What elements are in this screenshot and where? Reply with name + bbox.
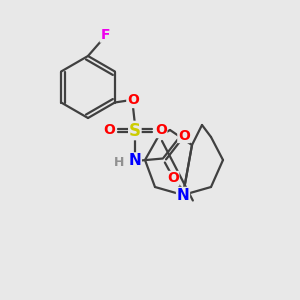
Text: O: O [155,124,167,137]
Text: N: N [128,153,141,168]
Text: S: S [129,122,141,140]
Text: O: O [103,124,115,137]
Text: O: O [127,94,139,107]
Text: N: N [177,188,189,202]
Text: F: F [100,28,110,42]
Text: H: H [114,156,124,169]
Text: O: O [167,172,179,185]
Text: O: O [178,128,190,142]
